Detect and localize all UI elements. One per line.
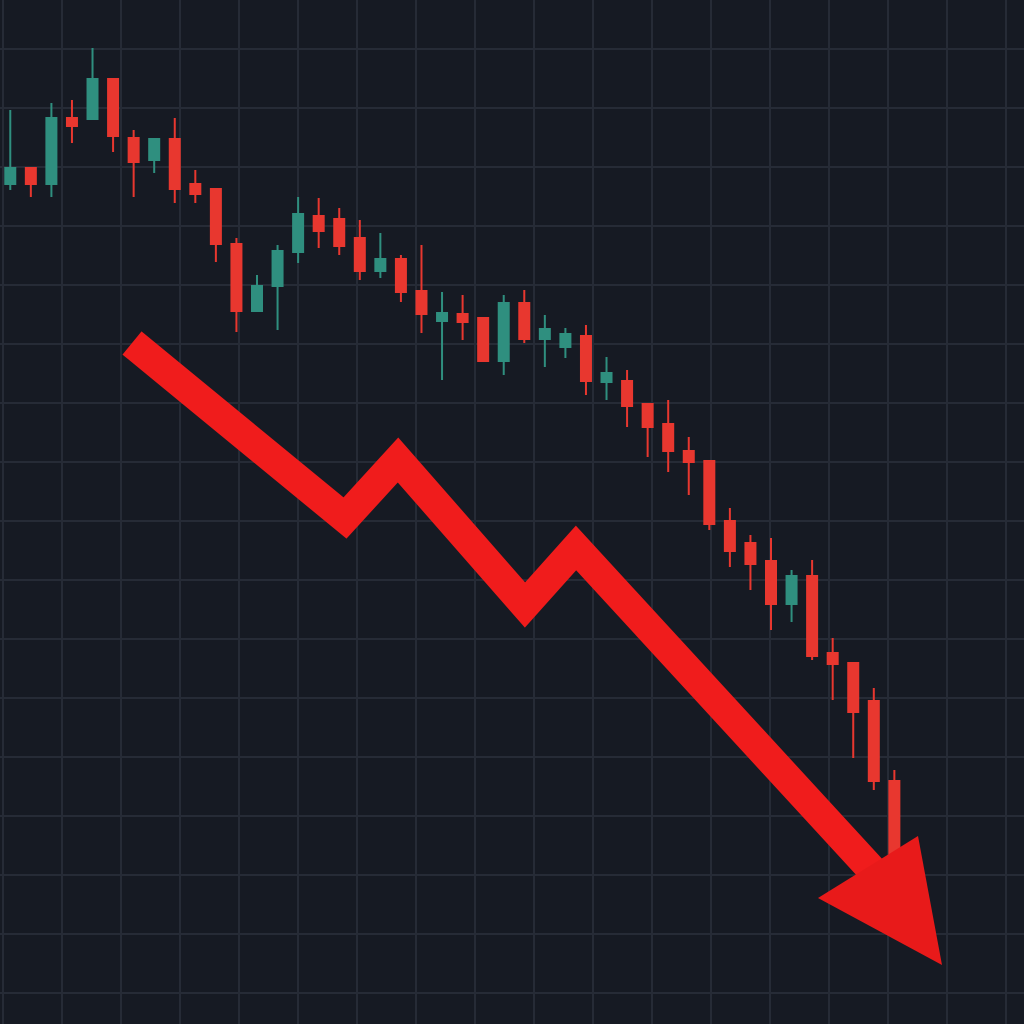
candle-body (497, 302, 510, 362)
candle-body (86, 78, 99, 120)
candle-body (518, 302, 531, 340)
candle-body (559, 333, 572, 348)
candle-body (579, 335, 592, 382)
candles (4, 48, 901, 860)
candle-body (436, 312, 449, 322)
candle-body (456, 313, 469, 323)
candle-body (251, 285, 263, 312)
candle-body (292, 213, 305, 253)
arrow-head (818, 836, 942, 965)
candle-body (333, 218, 346, 247)
candle-body (662, 423, 675, 452)
arrow-line (122, 331, 884, 881)
candle-body (785, 575, 798, 605)
candle-body (723, 520, 736, 552)
candle-body (209, 188, 222, 245)
candle-body (353, 237, 366, 272)
candle-body (394, 258, 407, 293)
candle-body (107, 78, 120, 137)
candle-body (641, 403, 654, 428)
candle-body (127, 137, 140, 163)
trend-arrow (122, 331, 942, 965)
candle-body (45, 117, 58, 185)
candle-body (4, 167, 17, 185)
candle-body (765, 560, 777, 605)
candle-body (65, 117, 78, 127)
candle-body (806, 575, 819, 657)
candle-body (168, 138, 181, 190)
candle-body (600, 372, 613, 383)
candle-body (230, 243, 243, 312)
candle-body (312, 215, 325, 232)
candle-body (888, 780, 901, 855)
candle-body (415, 290, 428, 315)
candle-body (477, 317, 490, 362)
candle-body (847, 662, 860, 713)
candle-body (24, 167, 37, 185)
candle-body (189, 183, 202, 195)
candle-body (621, 380, 634, 407)
candle-body (538, 328, 551, 340)
candle-body (867, 700, 880, 782)
candle-body (703, 460, 716, 525)
candle-body (271, 250, 284, 287)
candle-body (374, 258, 387, 272)
candle-body (682, 450, 695, 463)
candle-body (148, 138, 161, 161)
candle-body (826, 652, 839, 665)
candle-body (744, 542, 757, 565)
